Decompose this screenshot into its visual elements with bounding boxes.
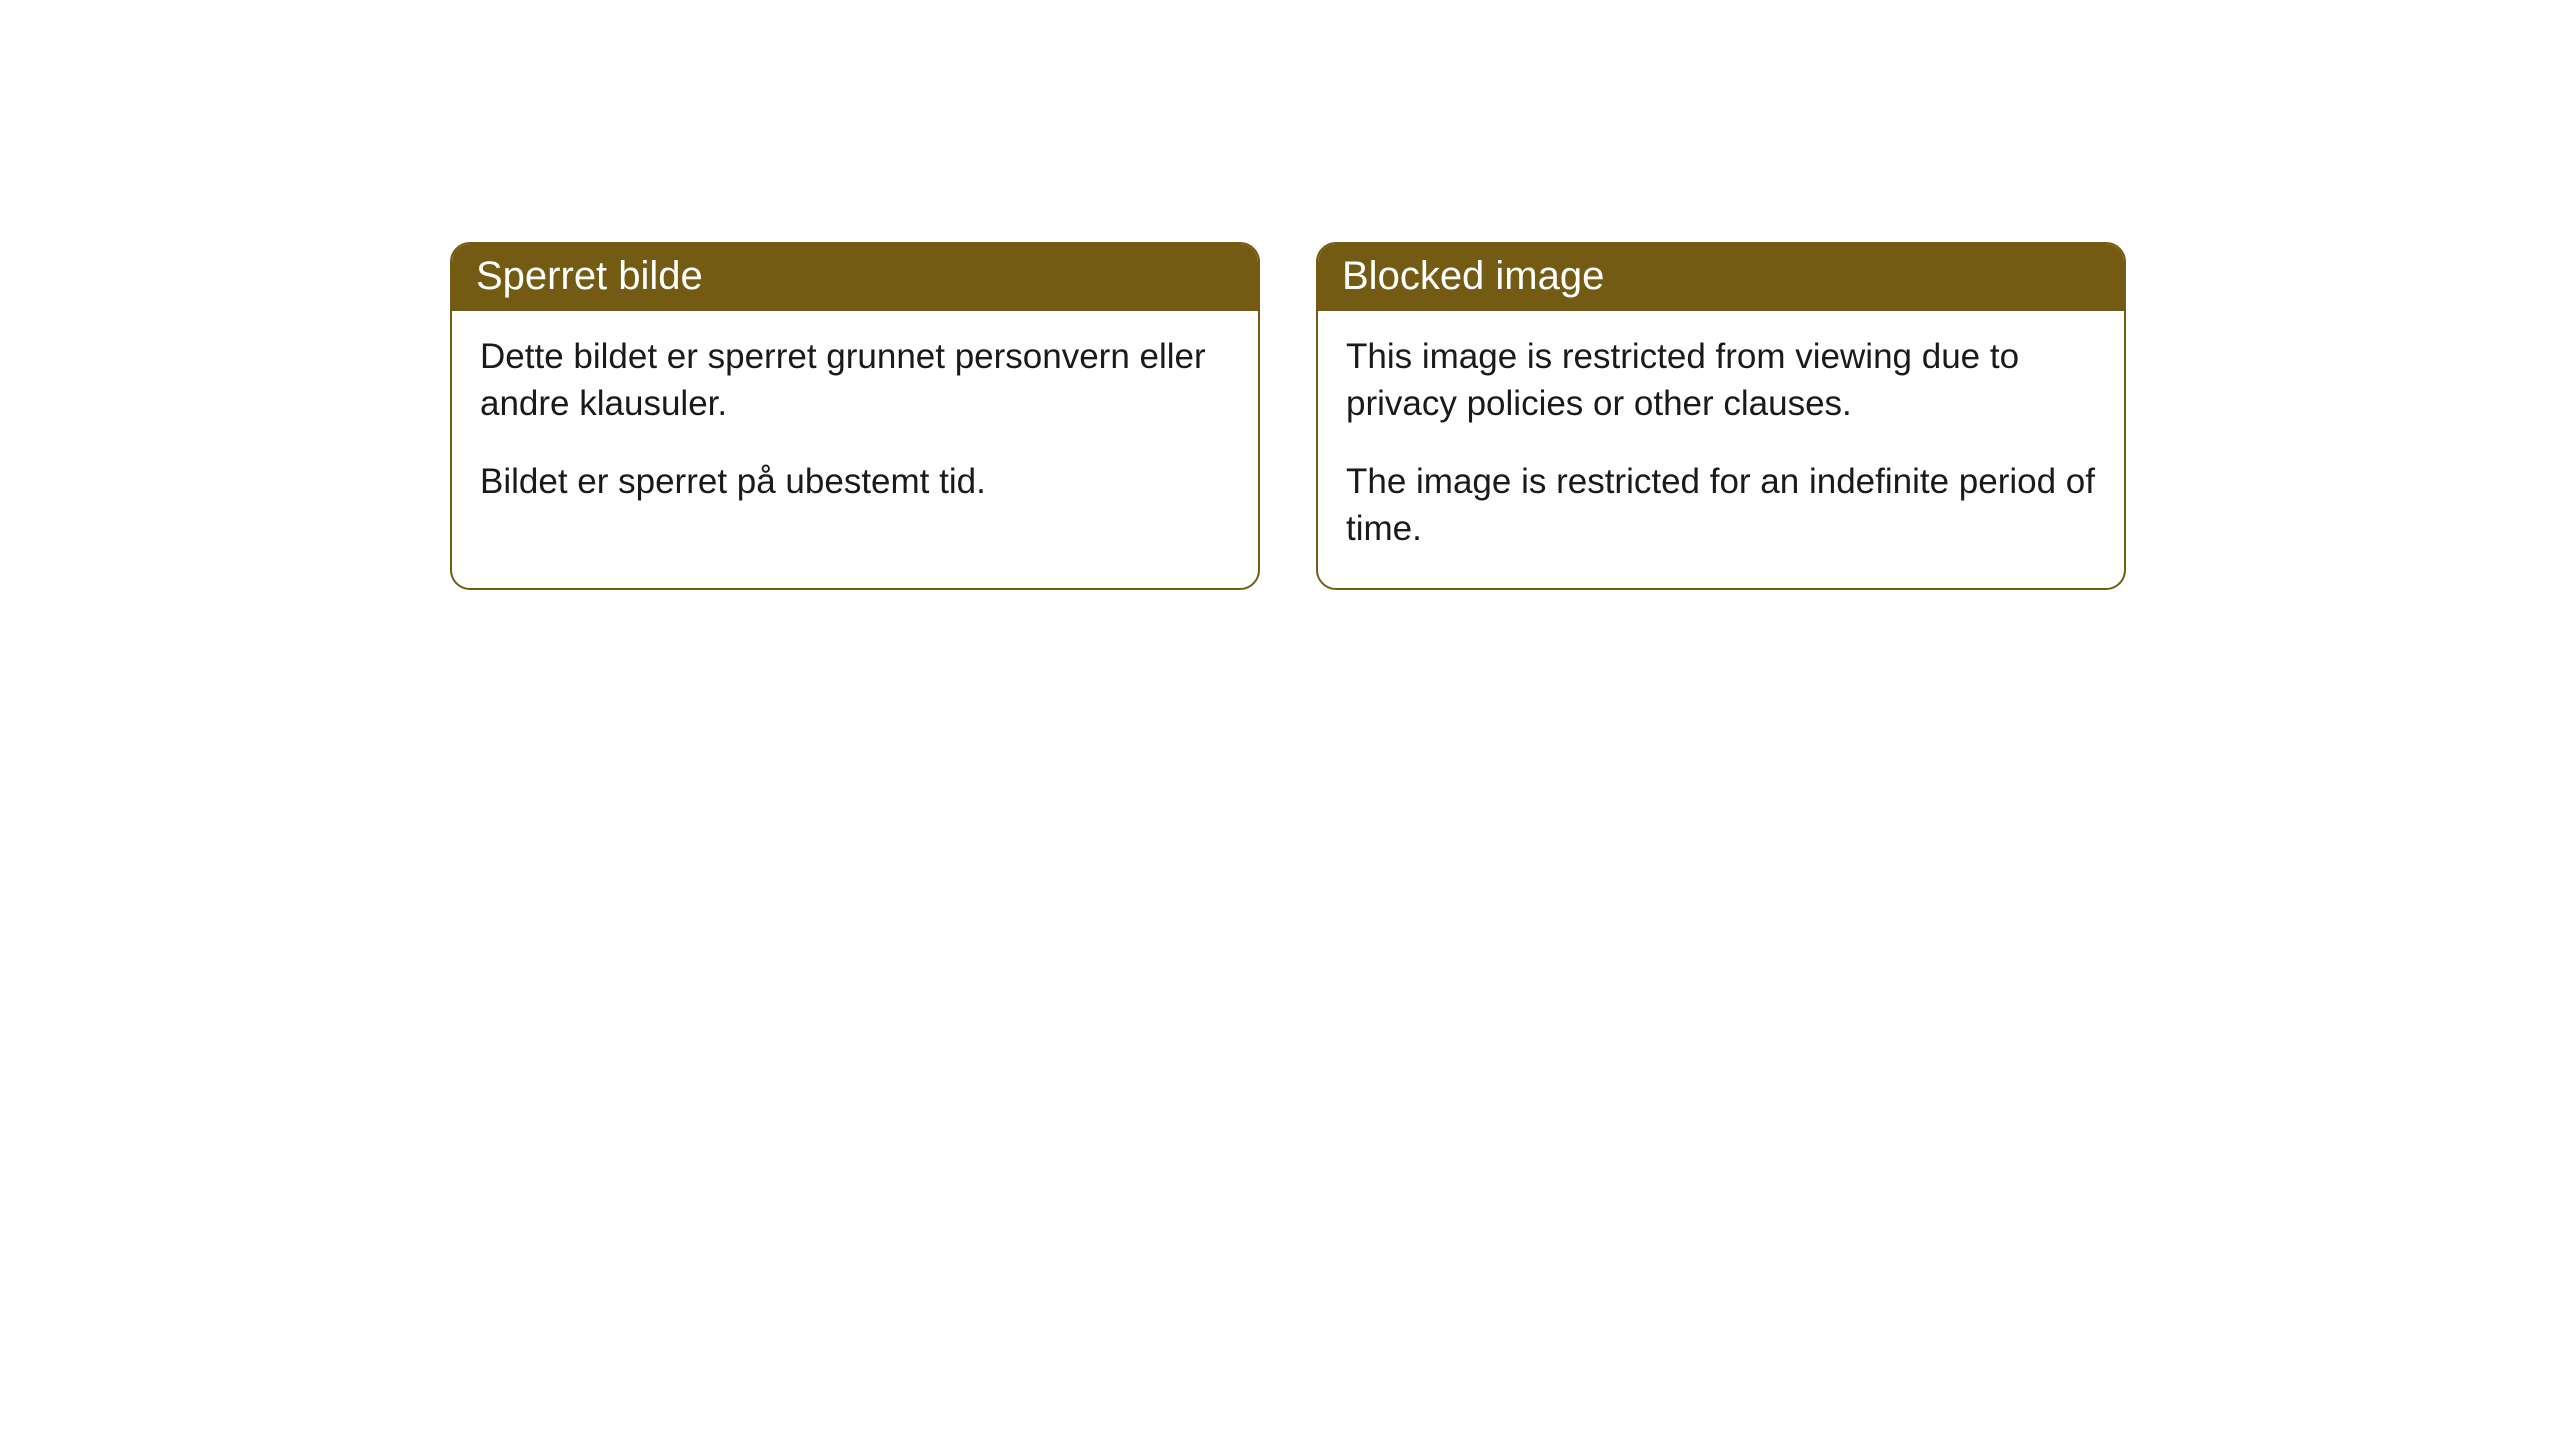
- card-paragraph: The image is restricted for an indefinit…: [1346, 458, 2096, 553]
- card-title: Blocked image: [1342, 254, 1604, 298]
- blocked-image-card-en: Blocked image This image is restricted f…: [1316, 242, 2126, 590]
- card-paragraph: Bildet er sperret på ubestemt tid.: [480, 458, 1230, 505]
- card-body: Dette bildet er sperret grunnet personve…: [452, 311, 1258, 541]
- card-paragraph: Dette bildet er sperret grunnet personve…: [480, 333, 1230, 428]
- card-title: Sperret bilde: [476, 254, 703, 298]
- card-header: Blocked image: [1318, 244, 2124, 311]
- card-paragraph: This image is restricted from viewing du…: [1346, 333, 2096, 428]
- card-header: Sperret bilde: [452, 244, 1258, 311]
- card-body: This image is restricted from viewing du…: [1318, 311, 2124, 588]
- blocked-image-card-no: Sperret bilde Dette bildet er sperret gr…: [450, 242, 1260, 590]
- notice-container: Sperret bilde Dette bildet er sperret gr…: [450, 242, 2126, 590]
